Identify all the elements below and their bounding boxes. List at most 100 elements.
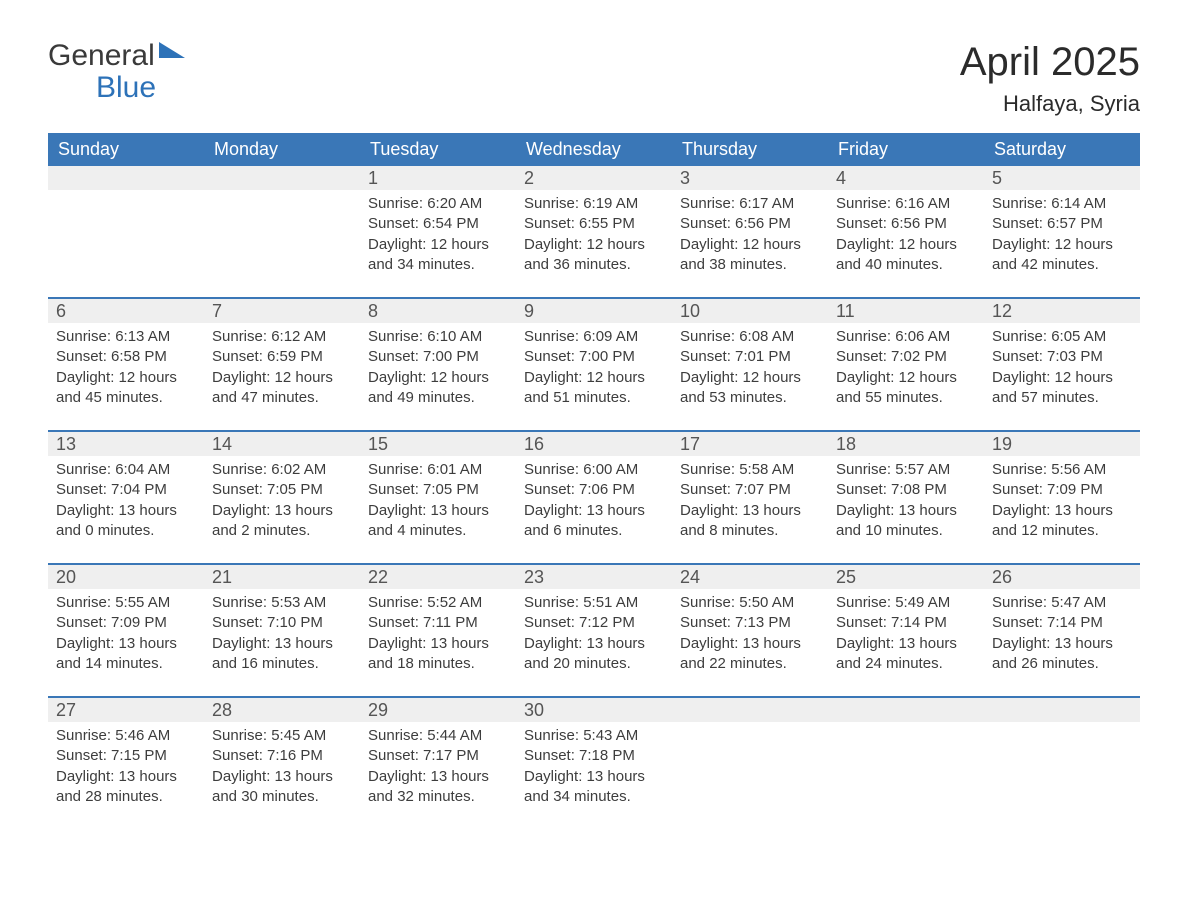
sunset-line: Sunset: 6:56 PM [836,214,976,234]
calendar-cell-number: 28 [204,697,360,722]
day-number-bar: 21 [204,565,360,589]
day-number-bar: 13 [48,432,204,456]
sunset-line: Sunset: 7:11 PM [368,613,508,633]
daylight-line: Daylight: 13 hours and 14 minutes. [56,634,196,675]
day-number-bar: 26 [984,565,1140,589]
day-body: Sunrise: 6:01 AMSunset: 7:05 PMDaylight:… [360,456,516,563]
calendar-cell-number: 16 [516,431,672,456]
day-number-bar: 18 [828,432,984,456]
sunset-line: Sunset: 7:12 PM [524,613,664,633]
weekday-header: Tuesday [360,133,516,166]
sunset-line: Sunset: 7:01 PM [680,347,820,367]
sunset-line: Sunset: 7:00 PM [524,347,664,367]
day-number-bar: 16 [516,432,672,456]
calendar-cell-body: Sunrise: 6:17 AMSunset: 6:56 PMDaylight:… [672,190,828,298]
calendar-cell-body: Sunrise: 5:58 AMSunset: 7:07 PMDaylight:… [672,456,828,564]
day-body: Sunrise: 6:10 AMSunset: 7:00 PMDaylight:… [360,323,516,430]
weekday-header: Sunday [48,133,204,166]
daylight-line: Daylight: 12 hours and 57 minutes. [992,368,1132,409]
daylight-line: Daylight: 13 hours and 28 minutes. [56,767,196,808]
calendar-cell-body: Sunrise: 6:13 AMSunset: 6:58 PMDaylight:… [48,323,204,431]
daylight-line: Daylight: 13 hours and 16 minutes. [212,634,352,675]
sunset-line: Sunset: 6:59 PM [212,347,352,367]
calendar-cell-body: Sunrise: 5:46 AMSunset: 7:15 PMDaylight:… [48,722,204,829]
day-body [984,722,1140,822]
day-number-bar: 5 [984,166,1140,190]
day-number-bar: 20 [48,565,204,589]
daylight-line: Daylight: 12 hours and 34 minutes. [368,235,508,276]
day-body: Sunrise: 5:46 AMSunset: 7:15 PMDaylight:… [48,722,204,829]
sunrise-line: Sunrise: 6:10 AM [368,327,508,347]
daylight-line: Daylight: 12 hours and 40 minutes. [836,235,976,276]
sunset-line: Sunset: 7:18 PM [524,746,664,766]
sunrise-line: Sunrise: 5:47 AM [992,593,1132,613]
location-label: Halfaya, Syria [960,91,1140,117]
calendar-cell-body [204,190,360,298]
calendar-cell-number [48,166,204,190]
calendar-cell-number: 13 [48,431,204,456]
day-body: Sunrise: 6:19 AMSunset: 6:55 PMDaylight:… [516,190,672,297]
sunset-line: Sunset: 7:02 PM [836,347,976,367]
calendar-cell-body: Sunrise: 6:06 AMSunset: 7:02 PMDaylight:… [828,323,984,431]
calendar-cell-body: Sunrise: 5:43 AMSunset: 7:18 PMDaylight:… [516,722,672,829]
daylight-line: Daylight: 12 hours and 47 minutes. [212,368,352,409]
sunrise-line: Sunrise: 5:58 AM [680,460,820,480]
day-number-bar: 11 [828,299,984,323]
calendar-cell-body: Sunrise: 6:02 AMSunset: 7:05 PMDaylight:… [204,456,360,564]
day-body: Sunrise: 5:43 AMSunset: 7:18 PMDaylight:… [516,722,672,829]
daylight-line: Daylight: 13 hours and 34 minutes. [524,767,664,808]
calendar-cell-number [204,166,360,190]
day-number-bar: 27 [48,698,204,722]
calendar-cell-number: 1 [360,166,516,190]
calendar-cell-body: Sunrise: 6:19 AMSunset: 6:55 PMDaylight:… [516,190,672,298]
calendar-cell-body: Sunrise: 5:53 AMSunset: 7:10 PMDaylight:… [204,589,360,697]
calendar-cell-body: Sunrise: 5:55 AMSunset: 7:09 PMDaylight:… [48,589,204,697]
sunset-line: Sunset: 7:09 PM [56,613,196,633]
daylight-line: Daylight: 13 hours and 0 minutes. [56,501,196,542]
brand-line1: General [48,39,155,72]
calendar-cell-body: Sunrise: 5:47 AMSunset: 7:14 PMDaylight:… [984,589,1140,697]
sunrise-line: Sunrise: 6:00 AM [524,460,664,480]
sunrise-line: Sunrise: 5:49 AM [836,593,976,613]
daylight-line: Daylight: 13 hours and 18 minutes. [368,634,508,675]
sunrise-line: Sunrise: 5:53 AM [212,593,352,613]
calendar-cell-number [672,697,828,722]
calendar-cell-body: Sunrise: 6:01 AMSunset: 7:05 PMDaylight:… [360,456,516,564]
day-number-bar: 23 [516,565,672,589]
day-body: Sunrise: 5:52 AMSunset: 7:11 PMDaylight:… [360,589,516,696]
sunset-line: Sunset: 7:16 PM [212,746,352,766]
day-number-bar: 14 [204,432,360,456]
sunset-line: Sunset: 7:13 PM [680,613,820,633]
daylight-line: Daylight: 13 hours and 32 minutes. [368,767,508,808]
day-body: Sunrise: 5:50 AMSunset: 7:13 PMDaylight:… [672,589,828,696]
day-body: Sunrise: 5:57 AMSunset: 7:08 PMDaylight:… [828,456,984,563]
calendar-table: SundayMondayTuesdayWednesdayThursdayFrid… [48,133,1140,829]
calendar-cell-body: Sunrise: 6:08 AMSunset: 7:01 PMDaylight:… [672,323,828,431]
day-body: Sunrise: 6:13 AMSunset: 6:58 PMDaylight:… [48,323,204,430]
day-body [672,722,828,822]
daylight-line: Daylight: 12 hours and 38 minutes. [680,235,820,276]
day-number-bar: 1 [360,166,516,190]
calendar-cell-number: 17 [672,431,828,456]
day-body: Sunrise: 6:20 AMSunset: 6:54 PMDaylight:… [360,190,516,297]
sunset-line: Sunset: 7:04 PM [56,480,196,500]
calendar-cell-body: Sunrise: 6:14 AMSunset: 6:57 PMDaylight:… [984,190,1140,298]
day-number-bar: 8 [360,299,516,323]
sunset-line: Sunset: 7:10 PM [212,613,352,633]
sunset-line: Sunset: 7:14 PM [992,613,1132,633]
daylight-line: Daylight: 12 hours and 55 minutes. [836,368,976,409]
sunrise-line: Sunrise: 5:51 AM [524,593,664,613]
day-body: Sunrise: 6:14 AMSunset: 6:57 PMDaylight:… [984,190,1140,297]
calendar-cell-number: 18 [828,431,984,456]
day-body: Sunrise: 6:00 AMSunset: 7:06 PMDaylight:… [516,456,672,563]
calendar-cell-number: 25 [828,564,984,589]
day-body: Sunrise: 6:16 AMSunset: 6:56 PMDaylight:… [828,190,984,297]
sunrise-line: Sunrise: 5:50 AM [680,593,820,613]
calendar-cell-body: Sunrise: 5:51 AMSunset: 7:12 PMDaylight:… [516,589,672,697]
sunset-line: Sunset: 7:06 PM [524,480,664,500]
daylight-line: Daylight: 13 hours and 10 minutes. [836,501,976,542]
day-body: Sunrise: 6:12 AMSunset: 6:59 PMDaylight:… [204,323,360,430]
day-body: Sunrise: 5:45 AMSunset: 7:16 PMDaylight:… [204,722,360,829]
calendar-cell-body: Sunrise: 5:56 AMSunset: 7:09 PMDaylight:… [984,456,1140,564]
sunset-line: Sunset: 7:09 PM [992,480,1132,500]
